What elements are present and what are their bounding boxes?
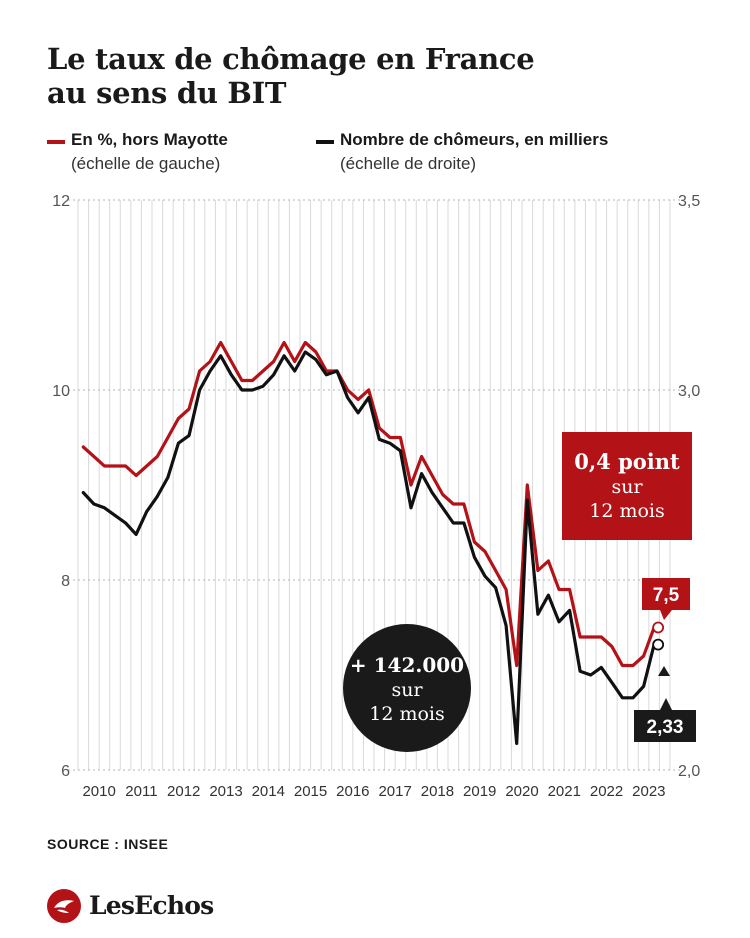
x-tick-label: 2015	[294, 783, 327, 800]
x-tick-label: 2010	[82, 783, 115, 800]
legend-rate-swatch	[47, 140, 65, 144]
count-change-callout: + 142.000 sur 12 mois	[343, 624, 471, 752]
rate-last-pointer	[660, 610, 672, 620]
y-left-tick-label: 8	[61, 573, 70, 590]
count-change-line-1: + 142.000	[350, 653, 464, 677]
count-change-circle	[343, 624, 471, 752]
series-lines	[81, 340, 656, 746]
count-last-label: 2,33	[634, 666, 696, 742]
legend-count-swatch	[316, 140, 334, 144]
legend-rate-sub: (échelle de gauche)	[71, 154, 221, 173]
legend-count: Nombre de chômeurs, en milliers (échelle…	[316, 128, 608, 176]
rate-endpoint-marker	[652, 621, 665, 634]
rate-change-line-3: 12 mois	[589, 500, 665, 522]
x-tick-label: 2020	[505, 783, 538, 800]
count-change-line-3: 12 mois	[369, 703, 445, 725]
logo-text: LesEchos	[89, 891, 214, 920]
title-line-2: au sens du BIT	[47, 76, 287, 110]
y-axis-left: 12 10 8 6	[52, 193, 70, 780]
x-tick-label: 2017	[378, 783, 411, 800]
x-tick-label: 2021	[548, 783, 581, 800]
chart-title: Le taux de chômage en France au sens du …	[47, 42, 707, 110]
rate-change-box	[562, 432, 692, 540]
count-change-line-2: sur	[391, 679, 423, 701]
x-tick-label: 2016	[336, 783, 369, 800]
count-last-box	[634, 710, 696, 742]
legend-count-label: Nombre de chômeurs, en milliers	[340, 130, 609, 149]
x-tick-label: 2012	[167, 783, 200, 800]
rate-last-box	[642, 578, 690, 610]
source-note: SOURCE : INSEE	[47, 836, 169, 852]
y-right-tick-label: 2,0	[678, 763, 700, 780]
series-endpoints	[652, 621, 665, 651]
y-left-tick-label: 10	[52, 383, 70, 400]
legend-rate: En %, hors Mayotte (échelle de gauche)	[47, 128, 228, 176]
rate-last-value: 7,5	[653, 585, 680, 606]
y-right-tick-label: 3,5	[678, 193, 700, 210]
legend-count-sub: (échelle de droite)	[340, 154, 477, 173]
count-last-value: 2,33	[647, 717, 684, 738]
x-tick-label: 2019	[463, 783, 496, 800]
x-tick-label: 2014	[252, 783, 285, 800]
count-last-pointer	[658, 666, 670, 676]
x-tick-label: 2011	[125, 783, 157, 800]
x-tick-label: 2022	[590, 783, 623, 800]
count-endpoint-marker	[652, 638, 665, 651]
logo-bird-icon	[47, 889, 81, 923]
y-right-tick-label: 3,0	[678, 383, 700, 400]
x-tick-label: 2013	[209, 783, 242, 800]
rate-change-line-2: sur	[611, 476, 643, 498]
x-tick-label: 2023	[632, 783, 665, 800]
count-last-pointer-2	[660, 698, 672, 710]
title-line-1: Le taux de chômage en France	[47, 42, 535, 76]
y-left-tick-label: 6	[61, 763, 70, 780]
legend-rate-label: En %, hors Mayotte	[71, 130, 228, 149]
rate-last-label: 7,5	[642, 578, 690, 620]
rate-change-callout: 0,4 point sur 12 mois	[562, 432, 692, 540]
y-left-tick-label: 12	[52, 193, 70, 210]
y-axis-right: 3,5 3,0 2,0	[678, 193, 700, 780]
rate-change-line-1: 0,4 point	[574, 449, 680, 474]
x-tick-label: 2018	[421, 783, 454, 800]
x-axis: 2010 2011 2012 2013 2014 2015 2016 2017 2018 2019…	[82, 783, 665, 800]
